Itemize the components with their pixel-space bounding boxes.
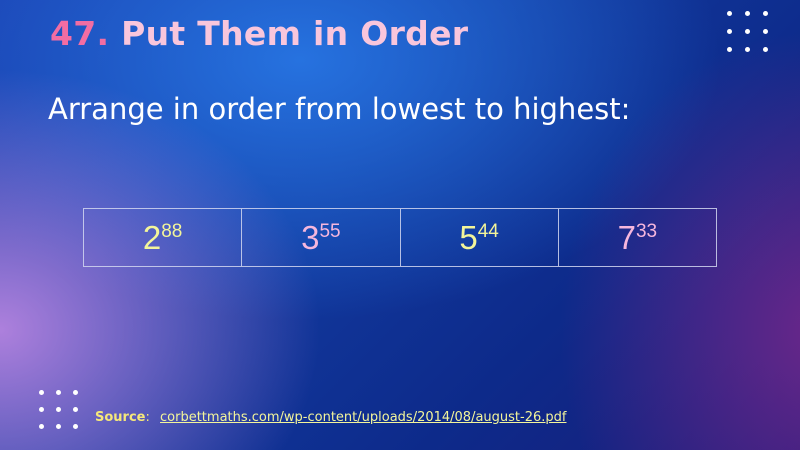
power-cell-4: 7 33	[559, 209, 716, 266]
power-exponent: 55	[319, 220, 341, 242]
source-colon: :	[145, 410, 150, 425]
power-exponent: 88	[161, 220, 183, 242]
slide-title-text: Put Them in Order	[121, 14, 469, 53]
decorative-dots-bottom-left-icon	[39, 390, 78, 429]
instruction-text: Arrange in order from lowest to highest:	[48, 92, 631, 126]
slide-title: 47. Put Them in Order	[50, 14, 468, 53]
source-link[interactable]: corbettmaths.com/wp-content/uploads/2014…	[160, 410, 567, 425]
power-base: 3	[301, 218, 320, 256]
power-base: 5	[459, 218, 478, 256]
source-label: Source	[95, 410, 146, 425]
source-citation: Source: corbettmaths.com/wp-content/uplo…	[95, 410, 566, 425]
power-cell-1: 2 88	[84, 209, 243, 266]
power-exponent: 44	[477, 220, 499, 242]
power-cell-3: 5 44	[401, 209, 559, 266]
power-cell-2: 3 55	[242, 209, 401, 266]
power-exponent: 33	[635, 220, 658, 242]
decorative-dots-top-right-icon	[727, 11, 768, 52]
slide-number: 47.	[50, 14, 110, 53]
powers-table: 2 88 3 55 5 44 7 33	[83, 208, 717, 267]
power-base: 2	[142, 218, 162, 256]
power-base: 7	[617, 218, 636, 256]
